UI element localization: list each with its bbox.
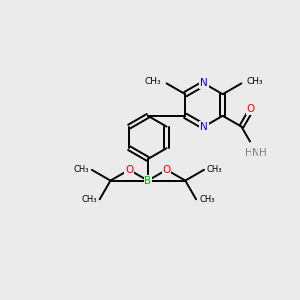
- Text: CH₃: CH₃: [145, 77, 161, 86]
- Text: O: O: [163, 165, 171, 175]
- Text: N: N: [200, 122, 208, 132]
- Text: B: B: [144, 176, 152, 186]
- Text: CH₃: CH₃: [207, 165, 223, 174]
- Text: N: N: [200, 78, 208, 88]
- Text: CH₃: CH₃: [247, 77, 263, 86]
- Text: O: O: [246, 104, 255, 114]
- Text: CH₃: CH₃: [199, 195, 214, 204]
- Text: O: O: [125, 165, 133, 175]
- Text: CH₃: CH₃: [81, 195, 97, 204]
- Text: H: H: [245, 148, 252, 158]
- Text: CH₃: CH₃: [73, 165, 89, 174]
- Text: N: N: [252, 148, 259, 158]
- Text: H: H: [259, 148, 266, 158]
